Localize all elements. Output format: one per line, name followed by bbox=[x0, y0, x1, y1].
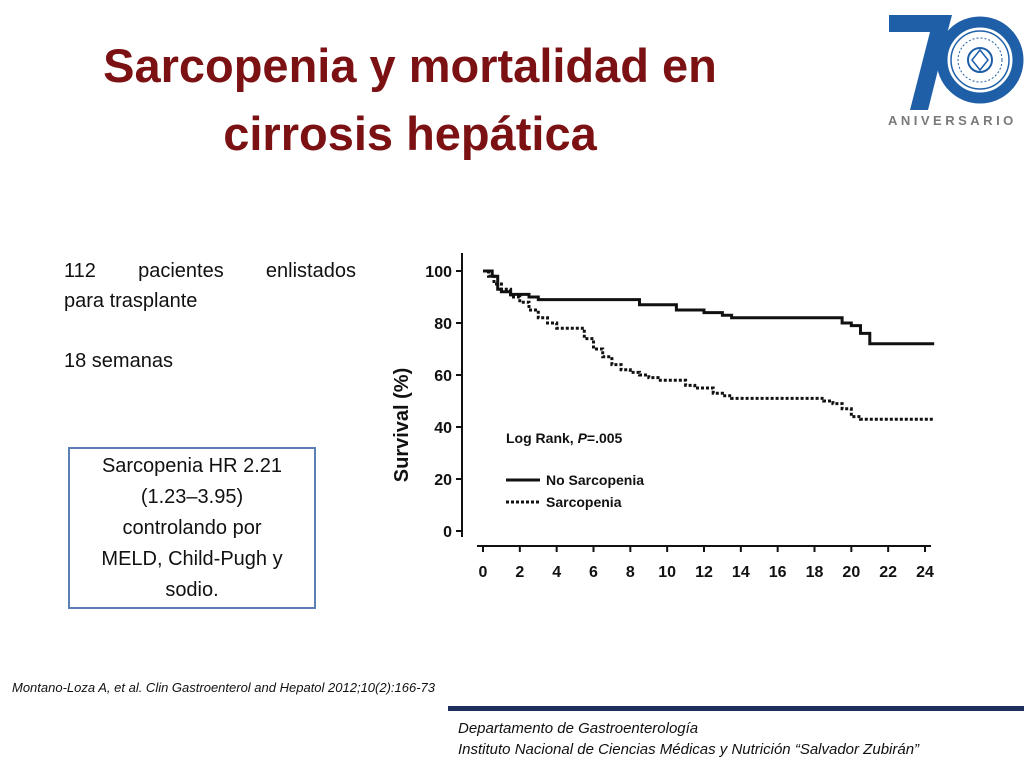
footer: Departamento de Gastroenterología Instit… bbox=[458, 718, 919, 760]
x-tick-label: 2 bbox=[515, 564, 524, 581]
x-tick-label: 18 bbox=[806, 564, 824, 581]
footer-rule bbox=[448, 706, 1024, 711]
slide-title: Sarcopenia y mortalidad en cirrosis hepá… bbox=[40, 32, 780, 168]
legend-label-no-sarcopenia: No Sarcopenia bbox=[546, 472, 644, 488]
info-word: pacientes bbox=[138, 260, 224, 282]
x-tick-label: 8 bbox=[626, 564, 635, 581]
x-tick-label: 6 bbox=[589, 564, 598, 581]
hr-line: MELD, Child-Pugh y bbox=[101, 547, 283, 570]
legend: No Sarcopenia Sarcopenia bbox=[506, 472, 644, 510]
citation: Montano-Loza A, et al. Clin Gastroentero… bbox=[12, 680, 436, 695]
info-word: 112 bbox=[64, 260, 96, 282]
anniversary-logo bbox=[889, 15, 1024, 110]
y-axis-label: Survival (%) bbox=[391, 368, 413, 482]
y-tick-label: 0 bbox=[443, 524, 452, 541]
study-info: 112 pacientes enlistados para trasplante… bbox=[64, 256, 356, 376]
logo-zero-ring bbox=[936, 16, 1024, 104]
hazard-ratio-box: Sarcopenia HR 2.21 (1.23–3.95) controlan… bbox=[68, 447, 316, 609]
footer-department: Departamento de Gastroenterología bbox=[458, 720, 699, 737]
info-line-1: 112 pacientes enlistados bbox=[64, 256, 356, 286]
x-tick-label: 14 bbox=[732, 564, 750, 581]
x-tick-label: 20 bbox=[842, 564, 860, 581]
hr-line: sodio. bbox=[165, 578, 219, 601]
slide-title-line-1: Sarcopenia y mortalidad en bbox=[103, 39, 717, 92]
x-tick-label: 16 bbox=[769, 564, 787, 581]
series-line-sarcopenia bbox=[483, 269, 935, 421]
info-line-2: para trasplante bbox=[64, 290, 198, 312]
x-tick-label: 12 bbox=[695, 564, 713, 581]
info-line-3: 18 semanas bbox=[64, 350, 173, 372]
x-tick-label: 4 bbox=[552, 564, 561, 581]
y-tick-label: 60 bbox=[434, 368, 452, 385]
info-word: enlistados bbox=[265, 260, 356, 282]
x-tick-label: 0 bbox=[479, 564, 488, 581]
y-tick-label: 40 bbox=[434, 420, 452, 437]
logo-caption: ANIVERSARIO bbox=[888, 113, 1017, 128]
hr-line: (1.23–3.95) bbox=[140, 485, 244, 508]
hr-line: Sarcopenia HR 2.21 bbox=[101, 454, 283, 477]
logo-seven bbox=[889, 15, 952, 110]
x-tick-label: 10 bbox=[658, 564, 676, 581]
legend-label-sarcopenia: Sarcopenia bbox=[546, 494, 622, 510]
y-tick-label: 20 bbox=[434, 472, 452, 489]
logo-seal bbox=[950, 30, 1010, 90]
footer-institute: Instituto Nacional de Ciencias Médicas y… bbox=[458, 741, 920, 758]
log-rank-annotation: Log Rank, P=.005 bbox=[506, 430, 623, 446]
hr-line: controlando por bbox=[122, 516, 262, 539]
slide-title-line-2: cirrosis hepática bbox=[223, 107, 597, 160]
series-line-no-sarcopenia bbox=[483, 269, 935, 346]
x-tick-label: 24 bbox=[916, 564, 934, 581]
y-tick-label: 100 bbox=[425, 264, 452, 281]
x-tick-label: 22 bbox=[879, 564, 897, 581]
y-tick-label: 80 bbox=[434, 316, 452, 333]
